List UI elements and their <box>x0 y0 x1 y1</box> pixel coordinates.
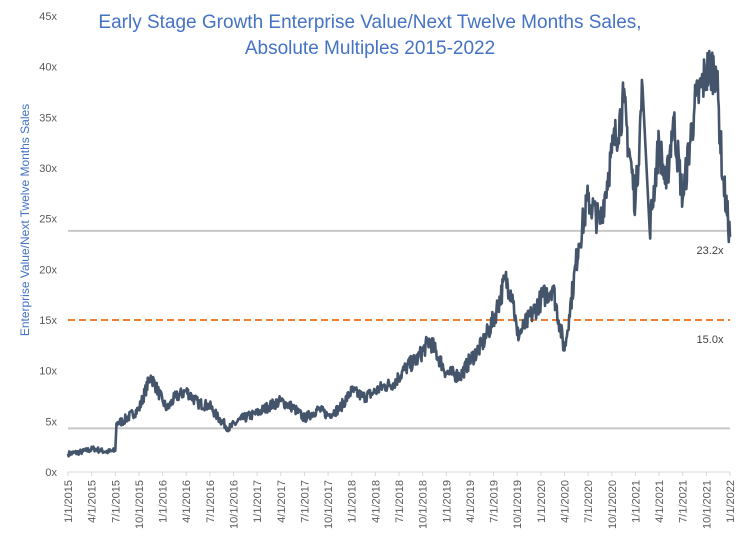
x-tick-label: 10/1/2017 <box>323 480 335 529</box>
x-tick-label: 4/1/2018 <box>370 480 382 523</box>
y-tick-label: 0x <box>45 467 57 479</box>
y-tick-label: 10x <box>39 366 57 378</box>
x-tick-label: 7/1/2021 <box>678 480 690 523</box>
x-tick-label: 10/1/2016 <box>229 480 241 529</box>
y-tick-label: 30x <box>39 163 57 175</box>
x-tick-label: 10/1/2018 <box>418 480 430 529</box>
x-tick-label: 1/1/2020 <box>536 480 548 523</box>
axis-layer: 0x 5x 10x 15x 20x 25x 30x 35x 40x 45x 1/1/2015 4/1/… <box>39 11 737 529</box>
y-tick-label: 40x <box>39 62 57 74</box>
x-tick-label: 1/1/2015 <box>63 480 75 523</box>
x-tick-label: 1/1/2016 <box>158 480 170 523</box>
series-layer <box>66 49 732 458</box>
reference-lines <box>68 229 730 430</box>
x-tick-label: 4/1/2020 <box>560 480 572 523</box>
x-tick-label: 7/1/2018 <box>394 480 406 523</box>
x-tick-label: 4/1/2021 <box>654 480 666 523</box>
x-tick-label: 7/1/2015 <box>110 480 122 523</box>
x-tick-label: 1/1/2019 <box>441 480 453 523</box>
labels-layer: 23.2x 15.0x <box>697 245 724 346</box>
x-tick-label: 4/1/2015 <box>87 480 99 523</box>
median-line-label: 23.2x <box>697 245 724 257</box>
x-tick-label: 1/1/2017 <box>252 480 264 523</box>
x-tick-label: 10/1/2015 <box>134 480 146 529</box>
x-tick-label: 7/1/2019 <box>489 480 501 523</box>
series-line <box>66 49 732 458</box>
y-tick-label: 35x <box>39 112 57 124</box>
y-tick-label: 20x <box>39 264 57 276</box>
x-tick-label: 1/1/2022 <box>725 480 737 523</box>
y-tick-label: 5x <box>45 416 57 428</box>
x-tick-label: 1/1/2018 <box>347 480 359 523</box>
x-tick-label: 1/1/2021 <box>630 480 642 523</box>
x-tick-label: 4/1/2016 <box>181 480 193 523</box>
x-tick-label: 4/1/2019 <box>465 480 477 523</box>
x-tick-label: 7/1/2017 <box>299 480 311 523</box>
chart-title: Early Stage Growth Enterprise Value/Next… <box>98 12 642 59</box>
y-axis-label: Enterprise Value/Next Twelve Months Sale… <box>18 103 32 337</box>
average-line-label: 15.0x <box>697 334 724 346</box>
x-tick-label: 4/1/2017 <box>276 480 288 523</box>
y-tick-label: 15x <box>39 315 57 327</box>
x-tick-label: 7/1/2016 <box>205 480 217 523</box>
x-tick-label: 10/1/2021 <box>701 480 713 529</box>
y-tick-label: 25x <box>39 214 57 226</box>
x-tick-label: 7/1/2020 <box>583 480 595 523</box>
y-tick-label: 45x <box>39 11 57 23</box>
x-tick-label: 10/1/2019 <box>512 480 524 529</box>
x-tick-label: 10/1/2020 <box>607 480 619 529</box>
